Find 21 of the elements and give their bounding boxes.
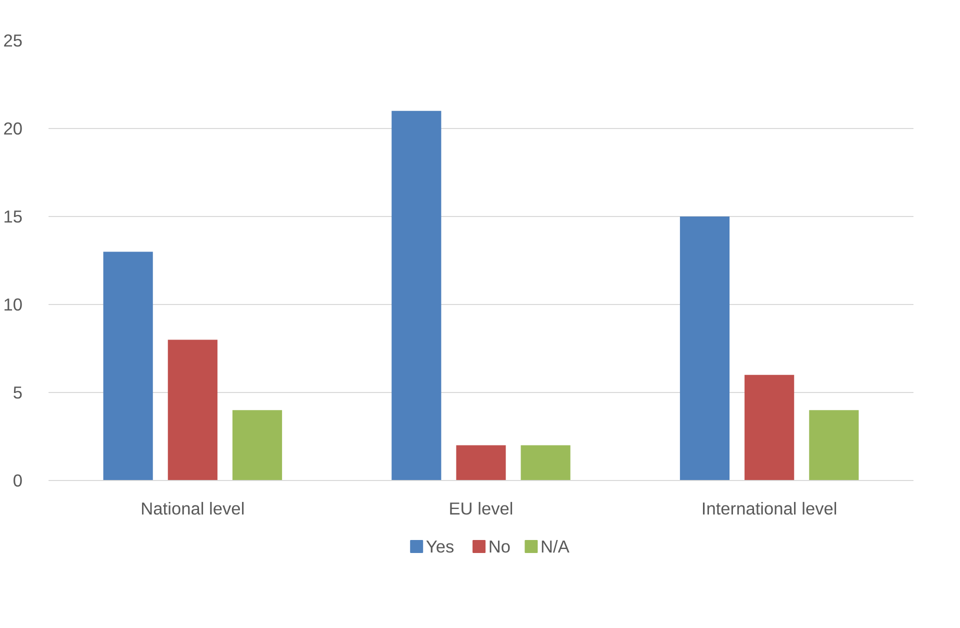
x-tick-label: International level bbox=[701, 498, 838, 518]
y-tick-label: 0 bbox=[12, 470, 23, 490]
bar bbox=[744, 374, 794, 480]
bar bbox=[809, 410, 859, 480]
x-tick-label: National level bbox=[140, 498, 245, 518]
bar bbox=[680, 216, 730, 480]
bar bbox=[103, 252, 153, 480]
bar bbox=[520, 445, 570, 480]
y-tick-label: 25 bbox=[3, 30, 23, 50]
legend-label: Yes bbox=[426, 536, 455, 556]
y-tick-label: 5 bbox=[12, 382, 23, 402]
y-tick-label: 15 bbox=[3, 206, 23, 226]
legend-label: No bbox=[488, 536, 511, 556]
y-tick-label: 10 bbox=[3, 294, 23, 314]
y-tick-label: 20 bbox=[3, 118, 23, 138]
bar bbox=[168, 340, 218, 480]
bar bbox=[456, 445, 506, 480]
bar bbox=[232, 410, 282, 480]
legend-label: N/A bbox=[540, 536, 570, 556]
bar bbox=[392, 110, 442, 480]
x-tick-label: EU level bbox=[448, 498, 514, 518]
